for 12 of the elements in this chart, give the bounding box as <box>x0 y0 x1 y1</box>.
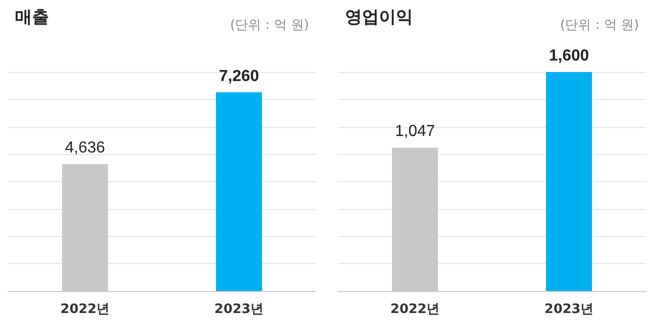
text: (단위 : 억 원) <box>560 18 639 33</box>
x-tick-label: 2023년 <box>544 302 594 317</box>
data-label: 7,260 <box>218 68 260 85</box>
data-label: 1,047 <box>394 123 436 140</box>
x-tick-label: 2022년 <box>390 302 440 317</box>
chart-title: 영업이익 <box>345 8 413 28</box>
data-label: 4,636 <box>64 140 106 157</box>
text: (단위 : 억 원) <box>230 18 309 33</box>
data-label: 1,600 <box>548 48 590 64</box>
x-tick-label: 2022년 <box>60 302 110 317</box>
chart-title: 매출 <box>15 8 49 28</box>
x-tick-label: 2023년 <box>214 302 264 317</box>
